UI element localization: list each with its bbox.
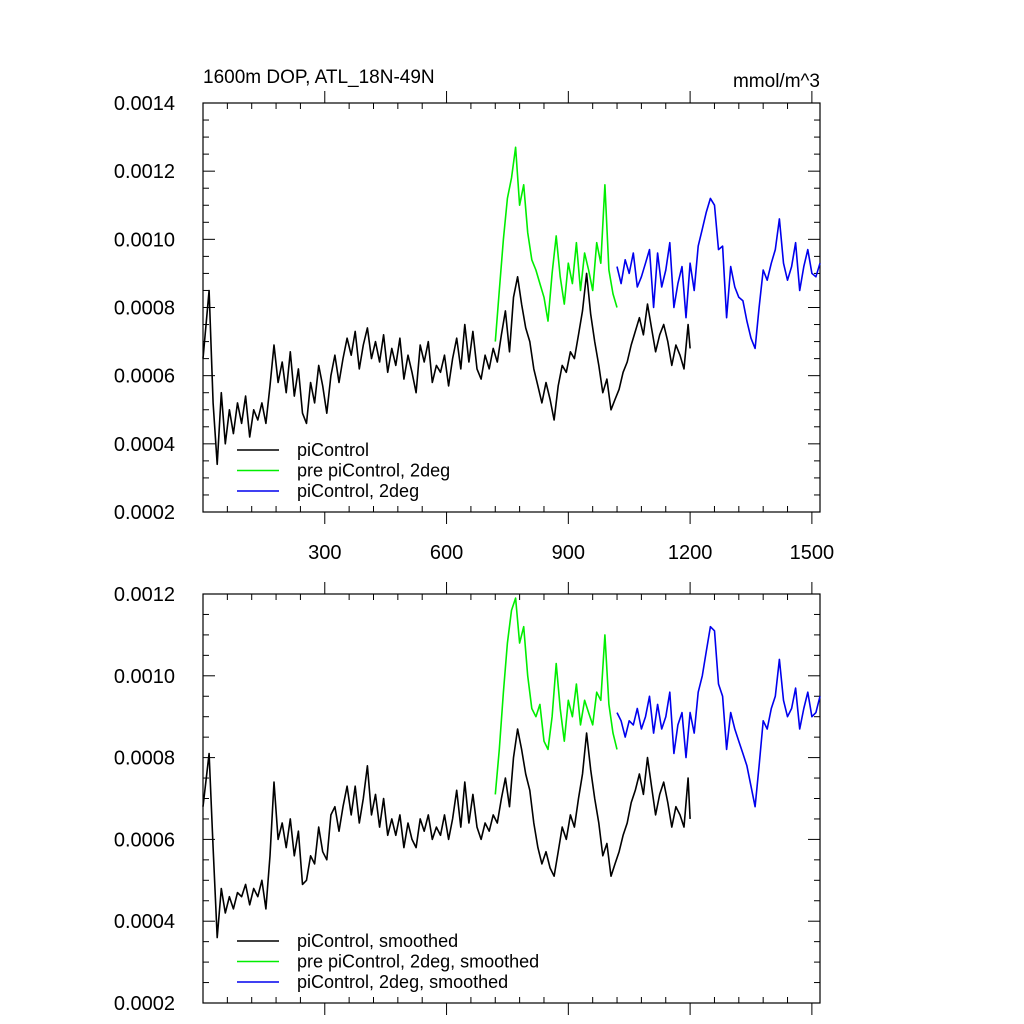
y-tick-label: 0.0008 [114,748,175,770]
top-panel: 1600m DOP, ATL_18N-49N mmol/m^3 0.00020.… [114,67,834,564]
x-tick-label: 900 [552,542,585,564]
y-tick-labels: 0.0002 0.0004 0.0006 0.0008 0.0010 0.0012 [114,584,175,1015]
bottom-panel: 0.0002 0.0004 0.0006 0.0008 0.0010 0.0012 piC… [114,582,821,1015]
y-tick-label: 0.0010 [114,229,175,251]
series-lines [202,146,821,466]
series-line [616,197,821,350]
legend-label: piControl, 2deg, smoothed [297,972,508,992]
series-line [616,625,821,808]
y-tick-labels: 0.0002 0.0004 0.0006 0.0008 0.0010 0.0012 0.00… [114,93,175,524]
legend-label: pre piControl, 2deg, smoothed [297,952,539,972]
y-tick-label: 0.0014 [114,93,175,115]
axis-ticks [203,582,820,1015]
legend-label: piControl, 2deg [297,481,419,501]
chart-title: 1600m DOP, ATL_18N-49N [203,67,435,88]
units-label: mmol/m^3 [733,71,820,92]
x-tick-label: 1200 [668,542,713,564]
axis-ticks [203,91,820,524]
series-line [202,728,691,939]
legend-label: piControl, smoothed [297,931,458,951]
y-tick-label: 0.0006 [114,366,175,388]
series-lines [202,597,821,939]
x-tick-label: 600 [430,542,463,564]
y-tick-label: 0.0010 [114,666,175,688]
y-tick-label: 0.0012 [114,161,175,183]
series-line [494,146,618,342]
legend-label: piControl [297,440,369,460]
legend-label: pre piControl, 2deg [297,461,450,481]
series-line [494,597,618,795]
x-tick-labels: 300 600 900 1200 1500 [308,542,834,564]
y-tick-label: 0.0012 [114,584,175,606]
y-tick-label: 0.0002 [114,993,175,1015]
y-tick-label: 0.0006 [114,829,175,851]
x-tick-label: 300 [308,542,341,564]
y-tick-label: 0.0004 [114,911,175,933]
y-tick-label: 0.0002 [114,502,175,524]
plot-frame [202,593,821,1004]
series-line [202,272,691,466]
y-tick-label: 0.0008 [114,298,175,320]
x-tick-label: 1500 [790,542,835,564]
y-tick-label: 0.0004 [114,434,175,456]
